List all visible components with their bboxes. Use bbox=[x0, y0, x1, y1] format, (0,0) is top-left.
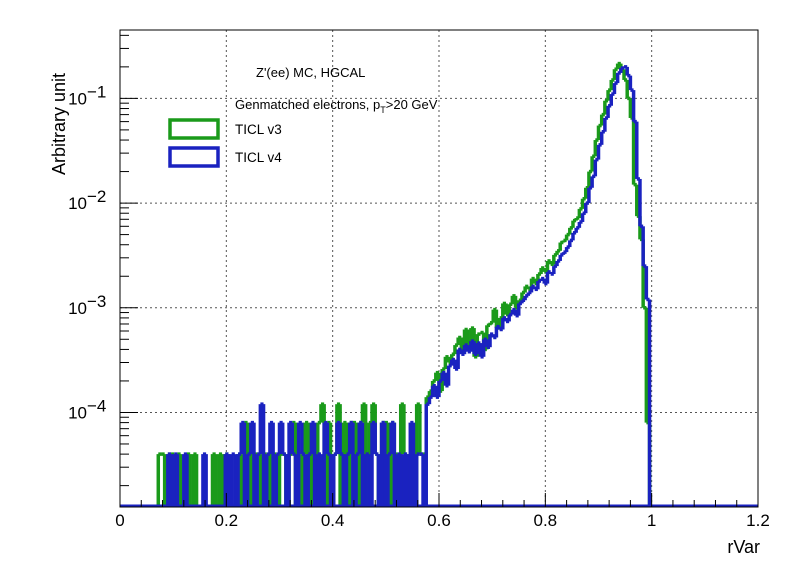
annotation-line2-tail: >20 GeV bbox=[386, 97, 438, 112]
x-tick-label: 0.2 bbox=[215, 511, 239, 530]
y-tick-exponent: −3 bbox=[87, 292, 106, 311]
x-axis-title: rVar bbox=[727, 537, 760, 557]
series-layer bbox=[120, 61, 758, 508]
x-tick-label: 0.8 bbox=[534, 511, 558, 530]
legend: TICL v3 TICL v4 bbox=[168, 118, 282, 168]
y-tick-base: 10 bbox=[68, 194, 87, 213]
x-tick-label: 0 bbox=[115, 511, 124, 530]
y-tick-label: 10 bbox=[68, 89, 87, 108]
y-tick-exponent: −4 bbox=[87, 396, 106, 415]
annotation-line2-sub: T bbox=[380, 105, 386, 115]
annotation-line2: Genmatched electrons, pT>20 GeV bbox=[235, 97, 438, 115]
x-tick-label: 0.4 bbox=[321, 511, 345, 530]
y-tick-exponent: −1 bbox=[87, 82, 106, 101]
annotation-line2-main: Genmatched electrons, p bbox=[235, 97, 380, 112]
y-tick-label: 10 bbox=[68, 299, 87, 318]
y-tick-base: 10 bbox=[68, 299, 87, 318]
legend-label-ticl-v4: TICL v4 bbox=[235, 150, 282, 165]
y-tick-exponent: −2 bbox=[87, 187, 106, 206]
x-tick-label: 1.2 bbox=[746, 511, 770, 530]
x-tick-label: 1 bbox=[647, 511, 656, 530]
grid bbox=[120, 30, 758, 507]
y-tick-label: 10 bbox=[68, 194, 87, 213]
y-tick-label: 10 bbox=[68, 403, 87, 422]
legend-swatch-ticl-v3 bbox=[168, 118, 220, 140]
y-axis-title: Arbitrary unit bbox=[49, 73, 69, 175]
annotation-line1: Z'(ee) MC, HGCAL bbox=[256, 65, 365, 80]
y-tick-labels: 10−110−210−310−4 bbox=[68, 82, 106, 422]
series-ticl-v4 bbox=[120, 65, 758, 508]
legend-swatch-ticl-v4 bbox=[168, 146, 220, 168]
x-tick-labels: 0 0.2 0.4 0.6 0.8 1 1.2 bbox=[115, 511, 770, 530]
legend-label-ticl-v3: TICL v3 bbox=[235, 122, 282, 137]
axis-ticks bbox=[119, 34, 759, 507]
x-tick-label: 0.6 bbox=[427, 511, 451, 530]
y-tick-base: 10 bbox=[68, 89, 87, 108]
y-tick-base: 10 bbox=[68, 403, 87, 422]
